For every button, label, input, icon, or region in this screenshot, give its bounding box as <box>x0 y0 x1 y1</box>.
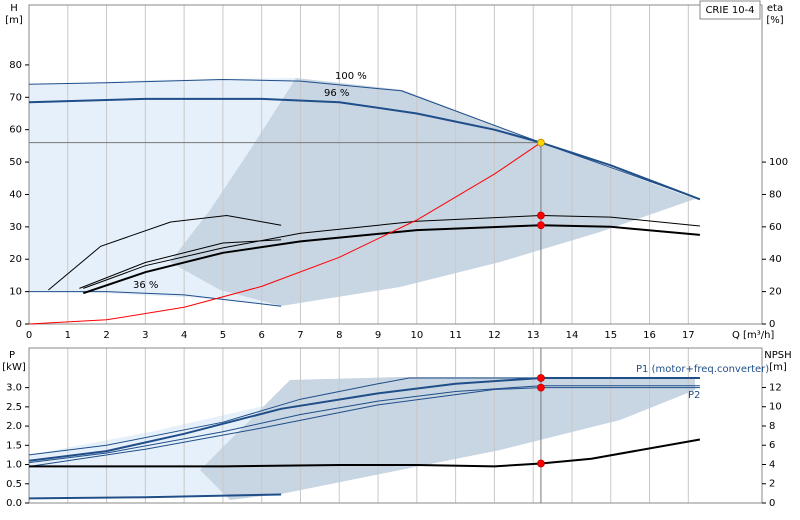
curve <box>29 291 282 307</box>
model-box <box>699 0 761 20</box>
y-tick-label: 2.5 <box>6 402 22 413</box>
y2-tick-label: 8 <box>769 421 775 432</box>
y-tick-label: 50 <box>9 157 22 168</box>
y2-tick-label: 4 <box>769 459 775 470</box>
y-axis-label: H <box>10 3 18 14</box>
y-tick-label: 10 <box>9 287 22 298</box>
curve <box>28 377 700 462</box>
curve <box>83 214 700 289</box>
y2-tick-label: 40 <box>769 254 782 265</box>
y2-tick-label: 60 <box>769 222 782 233</box>
y-tick-label: 3.0 <box>6 383 22 394</box>
x-tick-label: 14 <box>566 330 579 341</box>
y-tick-label: 40 <box>9 189 22 200</box>
curve <box>28 493 282 500</box>
y2-tick-label: 12 <box>769 382 782 393</box>
y-axis-unit: [m] <box>5 15 23 26</box>
x-tick-label: 3 <box>142 330 148 341</box>
y2-tick-label: 0 <box>769 498 775 509</box>
x-tick-label: 10 <box>410 330 423 341</box>
y-tick-label: 70 <box>9 92 22 103</box>
x-tick-label: 17 <box>682 330 695 341</box>
y-tick-label: 60 <box>9 125 22 136</box>
x-axis-label: Q [m³/h] <box>732 330 774 341</box>
duty-point <box>537 221 545 230</box>
x-tick-label: 12 <box>488 330 501 341</box>
y2-tick-label: 2 <box>769 479 775 490</box>
curve <box>28 385 700 464</box>
y2-axis-unit: [m] <box>769 362 787 373</box>
y-tick-label: 2.0 <box>6 421 22 432</box>
x-tick-label: 11 <box>449 330 462 341</box>
x-tick-label: 6 <box>259 330 265 341</box>
model-label: CRIE 10-4 <box>705 5 754 16</box>
duty-point <box>537 459 545 468</box>
range-dark <box>170 78 695 306</box>
curve <box>79 239 282 289</box>
x-tick-label: 2 <box>103 330 109 341</box>
y2-axis-unit: [%] <box>766 15 783 26</box>
curve-label: P2 <box>688 390 700 401</box>
x-tick-label: 7 <box>297 330 303 341</box>
y-tick-label: 30 <box>9 222 22 233</box>
x-tick-label: 16 <box>643 330 656 341</box>
curve <box>28 377 700 456</box>
curve-label: 36 % <box>133 280 158 291</box>
y-tick-label: 0 <box>16 319 22 330</box>
x-tick-label: 5 <box>220 330 226 341</box>
y-tick-label: 20 <box>9 254 22 265</box>
curve-label: 96 % <box>324 88 349 99</box>
y-axis-unit: [kW] <box>2 362 26 373</box>
x-tick-label: 1 <box>65 330 71 341</box>
duty-point <box>537 374 545 382</box>
curve <box>28 97 701 201</box>
y-tick-label: 1.0 <box>6 460 22 471</box>
x-tick-label: 8 <box>336 330 342 341</box>
y2-tick-label: 80 <box>769 189 782 200</box>
duty-point <box>537 383 545 392</box>
y-tick-label: 80 <box>9 60 22 71</box>
y-tick-label: 1.5 <box>6 440 22 451</box>
curve <box>29 438 701 468</box>
x-tick-label: 9 <box>375 330 381 341</box>
y-axis-label: P <box>9 350 15 361</box>
x-tick-label: 13 <box>527 330 540 341</box>
curve <box>82 224 700 295</box>
curve <box>48 214 282 291</box>
y-tick-label: 0.5 <box>6 479 22 490</box>
plot-frame <box>28 4 763 325</box>
y2-tick-label: 10 <box>769 402 782 413</box>
x-tick-label: 15 <box>604 330 617 341</box>
curve-label: 100 % <box>335 71 367 82</box>
y2-tick-label: 0 <box>769 319 775 330</box>
x-tick-label: 0 <box>26 330 32 341</box>
y2-tick-label: 100 <box>769 157 788 168</box>
x-tick-label: 4 <box>181 330 187 341</box>
curve <box>28 142 542 325</box>
y2-tick-label: 20 <box>769 287 782 298</box>
y2-axis-label: eta <box>767 3 783 14</box>
range-dark <box>200 377 695 500</box>
y2-tick-label: 6 <box>769 440 775 451</box>
range-light <box>29 78 296 306</box>
duty-point <box>537 211 545 220</box>
y2-axis-label: NPSH <box>764 350 791 361</box>
y-tick-label: 0.0 <box>6 498 22 509</box>
duty-point <box>537 138 545 147</box>
curve-label: P1 (motor+freq.converter) <box>636 364 769 375</box>
